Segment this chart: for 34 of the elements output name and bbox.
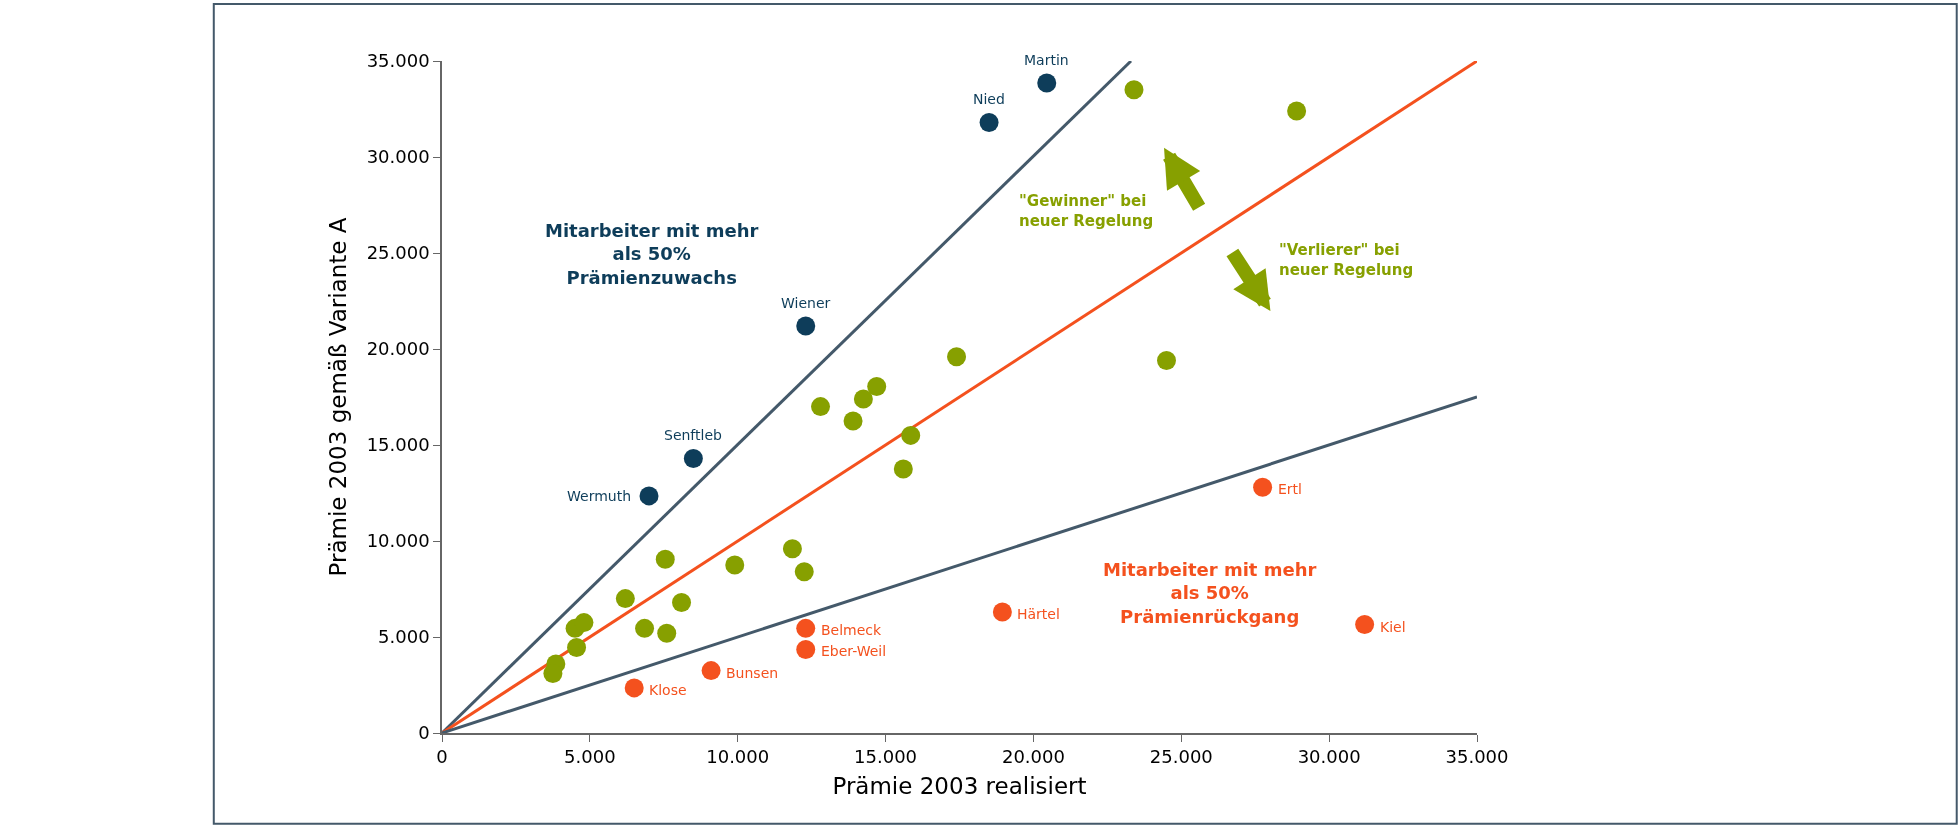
- x-tick-label: 10.000: [706, 746, 770, 768]
- x-tick-label: 25.000: [1149, 746, 1213, 768]
- annotation: "Gewinner" bei neuer Regelung: [1019, 192, 1154, 230]
- y-tick-label: 5.000: [378, 626, 430, 648]
- annotation: Härtel: [1017, 606, 1060, 622]
- annotation: Kiel: [1380, 619, 1406, 635]
- y-tick-label: 25.000: [366, 242, 430, 264]
- y-tick-label: 20.000: [366, 338, 430, 360]
- annotation: Mitarbeiter mit mehr als 50% Prämienrückgang: [1103, 559, 1317, 627]
- annotation: Wiener: [781, 295, 831, 311]
- annotation: Mitarbeiter mit mehr als 50% Prämienzuwachs: [545, 220, 759, 288]
- annotation: Klose: [649, 682, 687, 698]
- annotation: Belmeck: [821, 622, 883, 638]
- x-tick-label: 30.000: [1297, 746, 1361, 768]
- y-axis-title: Prämie 2003 gemäß Variante A: [324, 217, 351, 577]
- annotation: Bunsen: [726, 665, 779, 681]
- y-tick-label: 15.000: [366, 434, 430, 456]
- y-tick-label: 0: [418, 722, 430, 744]
- x-tick-label: 0: [436, 746, 448, 768]
- annotation: Senftleb: [664, 427, 723, 443]
- y-tick-label: 35.000: [366, 50, 430, 72]
- annotation: Nied: [973, 91, 1005, 107]
- y-tick-label: 10.000: [366, 530, 430, 552]
- x-tick-label: 35.000: [1445, 746, 1509, 768]
- annotation: "Verlierer" bei neuer Regelung: [1279, 241, 1414, 279]
- x-tick-label: 20.000: [1001, 746, 1065, 768]
- annotation: Wermuth: [567, 488, 632, 504]
- y-tick-label: 30.000: [366, 146, 430, 168]
- x-axis-title: Prämie 2003 realisiert: [832, 773, 1087, 800]
- annotation: Martin: [1024, 52, 1069, 68]
- x-tick-label: 15.000: [854, 746, 918, 768]
- annotation: Eber-Weil: [821, 643, 887, 659]
- x-tick-label: 5.000: [564, 746, 616, 768]
- annotation: Ertl: [1278, 481, 1302, 497]
